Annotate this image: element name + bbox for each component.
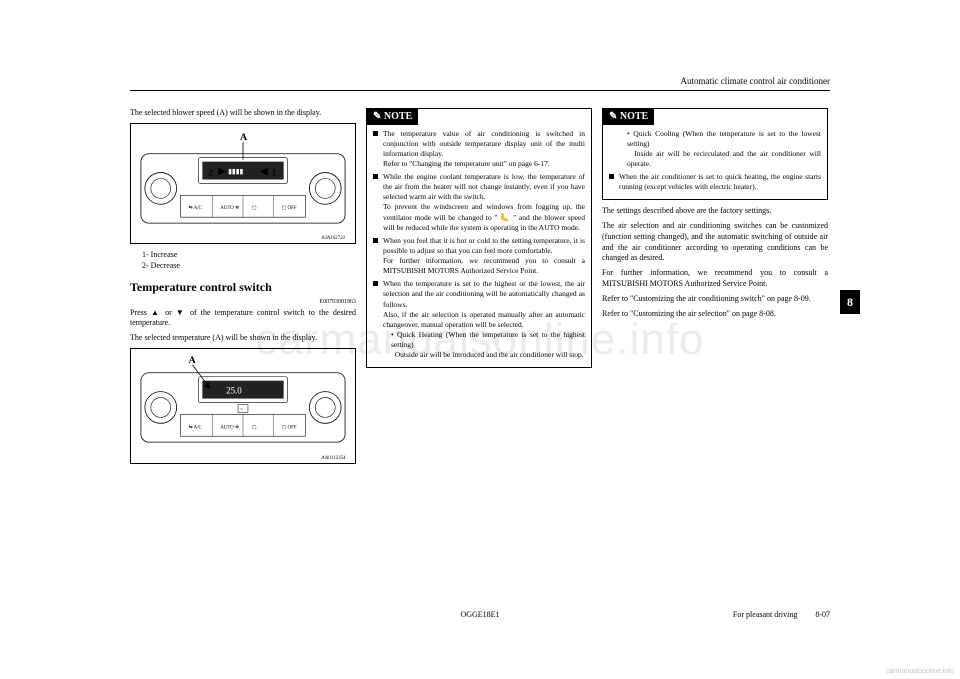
note-text: To prevent the windscreen and windows fr… [383,202,585,231]
svg-text:⇆ A/C: ⇆ A/C [188,424,202,430]
footer-label: For pleasant driving [733,610,797,619]
note-text: While the engine coolant temperature is … [383,172,585,201]
paragraph: The settings described above are the fac… [602,206,828,217]
column-3: NOTE Quick Cooling (When the temperature… [602,108,828,470]
paragraph: Refer to "Customizing the air conditioni… [602,294,828,305]
note-sub: Quick Heating (When the temperature is s… [383,330,585,360]
figure-code: AA0112354 [321,456,346,461]
note-text: Outside air will be introduced and the a… [395,350,584,359]
temp-readout: 25.0 [226,386,242,396]
note-heading: NOTE [367,109,418,125]
note-item: When the air conditioner is set to quick… [609,172,821,192]
note-heading: NOTE [603,109,654,125]
note-text: Quick Cooling (When the temperature is s… [627,129,821,148]
note-box: NOTE Quick Cooling (When the temperature… [602,108,828,200]
note-text: Inside air will be recirculated and the … [627,149,821,168]
column-2: NOTE The temperature value of air condit… [366,108,592,470]
label-1: 1 [272,167,276,177]
paragraph: Refer to "Customizing the air selection"… [602,309,828,320]
svg-text:○: ○ [240,407,243,412]
columns: The selected blower speed (A) will be sh… [130,108,830,470]
section-heading: Temperature control switch [130,279,356,295]
note-item: Quick Cooling (When the temperature is s… [609,129,821,170]
manual-page: Automatic climate control air conditione… [130,90,830,610]
svg-text:▢: ▢ [252,205,257,211]
note-text: When the temperature is set to the highe… [383,279,585,308]
section-tab: 8 [840,290,860,314]
svg-text:▢ OFF: ▢ OFF [282,205,297,211]
note-text: When the air conditioner is set to quick… [619,172,821,191]
figure-code: AJA102722 [321,236,345,241]
caption-decrease: 2- Decrease [142,261,356,272]
svg-text:AUTO ❄: AUTO ❄ [220,424,239,430]
svg-text:AUTO ❄: AUTO ❄ [220,205,239,211]
label-2: 2 [208,167,213,177]
header-rule [130,90,830,91]
watermark-small: carmanualsonline.info [886,668,954,675]
note-sub: Quick Cooling (When the temperature is s… [619,129,821,170]
note-text: Also, if the air selection is operated m… [383,310,585,329]
note-item: When the temperature is set to the highe… [373,279,585,360]
reference-number: E00703001963 [130,298,356,306]
paragraph: The air selection and air conditioning s… [602,221,828,264]
header-title: Automatic climate control air conditione… [681,76,830,86]
note-text: When you feel that it is hot or cold to … [383,236,585,255]
note-list: Quick Cooling (When the temperature is s… [603,125,827,200]
note-text: For further information, we recommend yo… [383,256,585,275]
bar-icon: ▮▮▮▮ [228,168,243,175]
footer-right: For pleasant driving 8-07 [733,610,830,619]
svg-text:▢: ▢ [252,424,257,430]
note-item: While the engine coolant temperature is … [373,172,585,233]
svg-text:⇆ A/C: ⇆ A/C [188,205,202,211]
note-text: The temperature value of air conditionin… [383,129,585,158]
page-number: 8-07 [815,610,830,619]
paragraph: For further information, we recommend yo… [602,268,828,290]
note-item: The temperature value of air conditionin… [373,129,585,170]
paragraph: Press ▲ or ▼ of the temperature control … [130,308,356,330]
label-a: A [240,132,248,143]
caption-increase: 1- Increase [142,250,356,261]
paragraph: The selected temperature (A) will be sho… [130,333,356,344]
note-list: The temperature value of air conditionin… [367,125,591,368]
figure-temp-panel: 25.0 ⇆ A/C AUTO ❄ ▢ ▢ OFF ○ A [130,348,356,464]
figure-caption-list: 1- Increase 2- Decrease [142,250,356,272]
figure-blower-panel: ▮▮▮▮ ⇆ A/C AUTO ❄ ▢ ▢ OFF A [130,123,356,244]
note-text: Refer to "Changing the temperature unit"… [383,159,550,168]
footer-code: OGGE18E1 [460,610,499,619]
note-text: Quick Heating (When the temperature is s… [391,330,585,349]
note-box: NOTE The temperature value of air condit… [366,108,592,368]
paragraph: The selected blower speed (A) will be sh… [130,108,356,119]
note-item: When you feel that it is hot or cold to … [373,236,585,277]
column-1: The selected blower speed (A) will be sh… [130,108,356,470]
svg-text:▢ OFF: ▢ OFF [282,424,297,430]
label-a: A [188,355,196,366]
